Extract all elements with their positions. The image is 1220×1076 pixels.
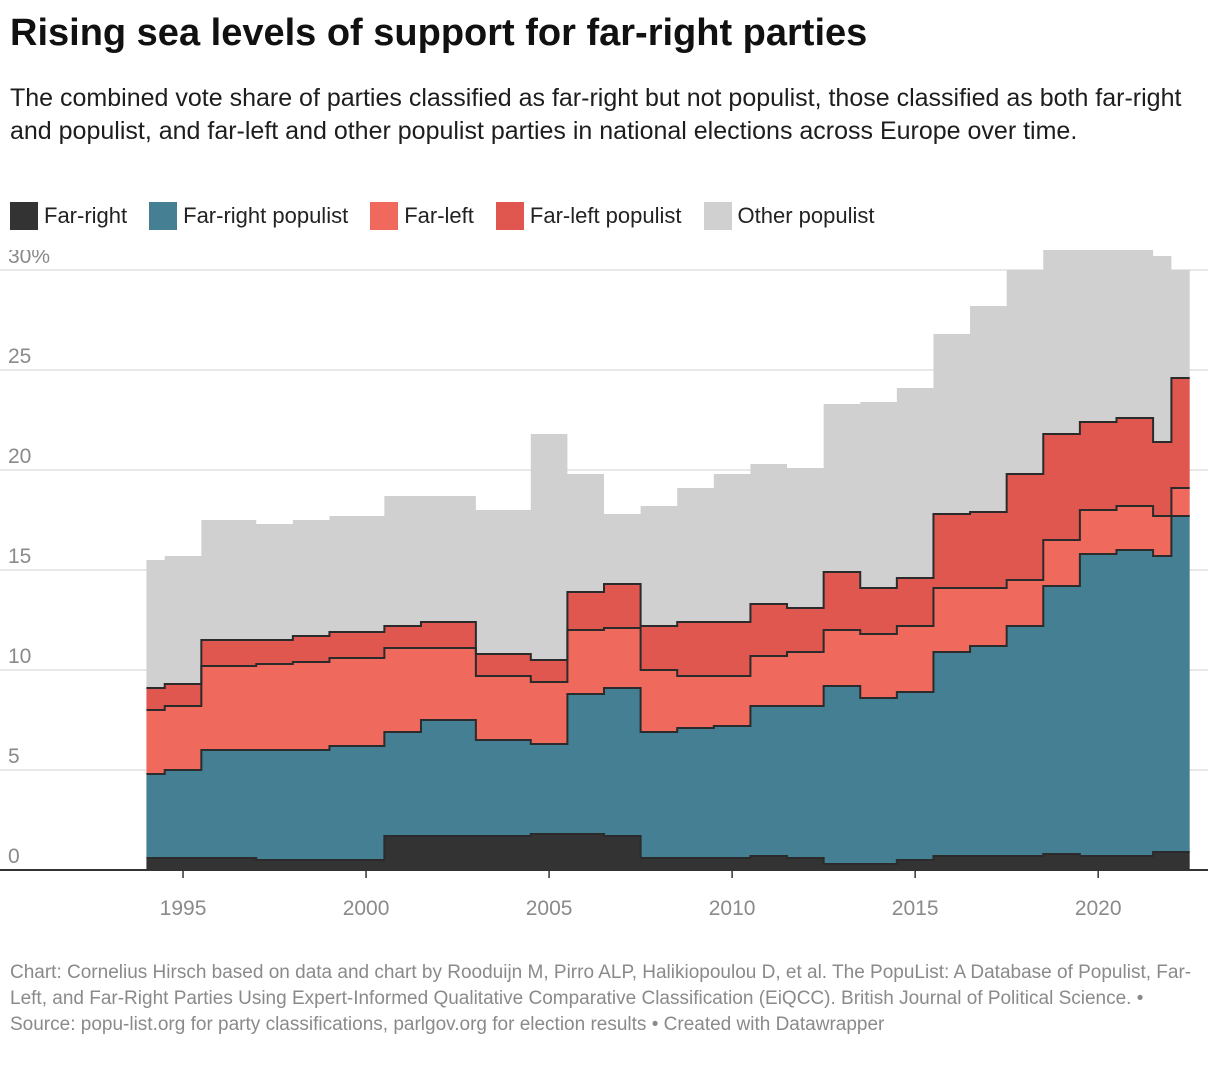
boundary-far-left-populist	[146, 377, 1190, 689]
chart-footer: Chart: Cornelius Hirsch based on data an…	[10, 962, 1192, 1035]
legend-item-far-right-populist: Far-right populist	[149, 202, 348, 230]
x-tick-label: 2000	[343, 897, 390, 920]
legend-label-far-left: Far-left	[404, 203, 474, 228]
area-layer	[146, 250, 1190, 870]
area-other-populist	[146, 250, 1190, 688]
boundary-far-right	[146, 833, 1190, 865]
legend-swatch-far-right	[10, 202, 38, 230]
boundary-far-right-populist	[146, 515, 1190, 775]
legend-label-far-right-populist: Far-right populist	[183, 203, 349, 228]
y-tick-label: 5	[8, 745, 20, 768]
chart-title: Rising sea levels of support for far-rig…	[10, 12, 868, 54]
chart-legend: Far-right Far-right populist Far-left Fa…	[10, 202, 896, 230]
legend-label-far-left-populist: Far-left populist	[529, 203, 682, 228]
legend-item-far-left: Far-left	[370, 202, 474, 230]
x-tick-label: 2015	[892, 897, 939, 920]
legend-item-other-populist: Other populist	[703, 202, 875, 230]
y-tick-label: 30%	[8, 250, 50, 268]
area-far-right-populist	[146, 516, 1190, 864]
stacked-area-chart: 0 5 10 15 20 25 30% 1995 2000 2005 2010 2015 2020	[0, 250, 1208, 920]
x-tick-label: 2010	[709, 897, 756, 920]
y-tick-label: 15	[8, 545, 31, 568]
legend-swatch-other-populist	[703, 202, 732, 230]
legend-swatch-far-right-populist	[149, 202, 178, 230]
legend-item-far-left-populist: Far-left populist	[495, 202, 682, 230]
x-tick-label: 1995	[160, 897, 207, 920]
axis-layer: 0 5 10 15 20 25 30% 1995 2000 2005 2010 2015 2020	[0, 250, 1208, 920]
y-tick-label: 20	[8, 445, 31, 468]
legend-swatch-far-left-populist	[495, 202, 524, 230]
area-far-left	[146, 488, 1190, 774]
legend-label-other-populist: Other populist	[737, 203, 875, 228]
x-tick-label: 2020	[1075, 897, 1122, 920]
legend-label-far-right: Far-right	[44, 203, 128, 228]
y-tick-label: 10	[8, 645, 31, 668]
x-tick-label: 2005	[526, 897, 573, 920]
chart-subtitle: The combined vote share of parties class…	[10, 84, 1182, 145]
y-tick-label: 25	[8, 345, 31, 368]
legend-item-far-right: Far-right	[10, 202, 127, 230]
legend-swatch-far-left	[370, 202, 399, 230]
boundary-far-left	[146, 487, 1190, 711]
y-tick-label: 0	[8, 845, 20, 868]
